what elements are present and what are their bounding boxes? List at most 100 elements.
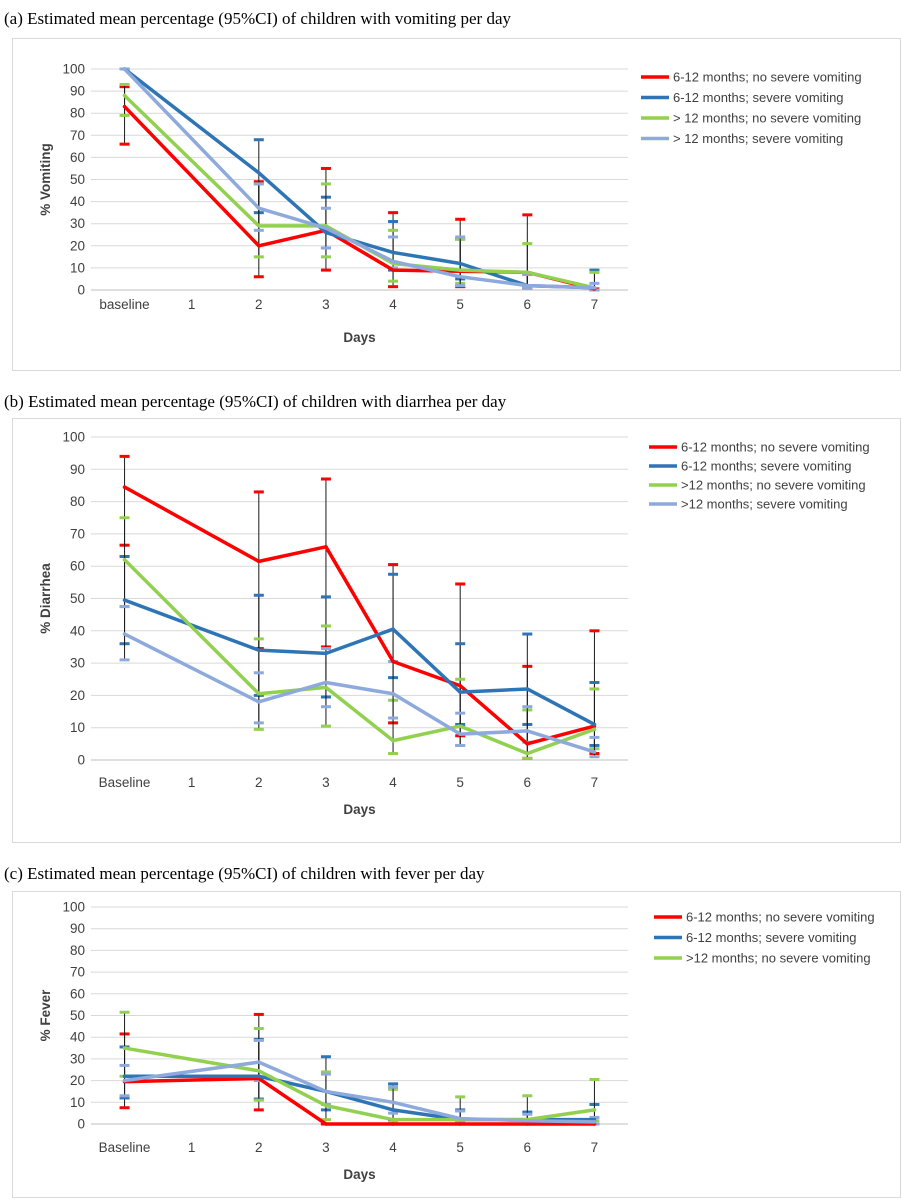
- data-point: [257, 206, 261, 210]
- data-point: [257, 244, 261, 248]
- data-point: [391, 1100, 395, 1105]
- x-tick-label: 7: [591, 297, 599, 312]
- data-point: [525, 729, 530, 733]
- data-point: [525, 283, 530, 288]
- x-tick-label: 5: [456, 775, 464, 790]
- data-point: [391, 1108, 395, 1112]
- y-tick-label: 60: [70, 986, 85, 1001]
- series-line-1: [122, 104, 597, 291]
- data-point: [324, 680, 328, 685]
- y-tick-label: 100: [62, 430, 85, 445]
- x-tick-label: 2: [255, 775, 263, 790]
- caption-fever: (c) Estimated mean percentage (95%CI) of…: [4, 864, 485, 883]
- y-tick-label: 0: [77, 1117, 85, 1132]
- y-tick-label: 0: [77, 753, 85, 768]
- x-tick-label: baseline: [99, 297, 149, 312]
- x-tick-label: 4: [389, 775, 397, 790]
- data-point: [391, 250, 395, 255]
- legend-label: 6-12 months; no severe vomiting: [681, 440, 870, 455]
- x-tick-label: 6: [524, 1140, 532, 1155]
- legend-label: 6-12 months; no severe vomiting: [686, 910, 875, 925]
- y-tick-label: 80: [70, 106, 85, 121]
- data-point: [324, 1089, 328, 1094]
- data-point: [458, 268, 462, 272]
- y-tick-label: 100: [62, 900, 85, 915]
- y-tick-label: 100: [62, 62, 85, 77]
- y-axis-title: % Diarrhea: [38, 563, 53, 634]
- data-point: [391, 738, 395, 743]
- x-tick-label: 5: [456, 1140, 464, 1155]
- data-point: [592, 1120, 597, 1124]
- legend-label: > 12 months; severe vomiting: [673, 131, 843, 146]
- y-axis-title: % Fever: [38, 989, 53, 1042]
- x-tick-label: 4: [389, 1140, 397, 1155]
- data-point: [391, 692, 395, 696]
- data-point: [257, 1074, 261, 1079]
- x-tick-label: 4: [389, 297, 397, 312]
- chart-vomiting-svg: 0 10 20 30 40 50 60 70 80 90 100 baseline 1 2 3 4 5 6 7 Day…: [38, 62, 862, 346]
- data-point: [122, 632, 127, 636]
- x-tick-label: 1: [188, 297, 196, 312]
- x-tick-label: 7: [591, 1140, 599, 1155]
- y-tick-label: 0: [77, 283, 85, 298]
- data-point: [122, 1074, 127, 1079]
- legend-label: 6-12 months; severe vomiting: [673, 90, 844, 105]
- x-tick-label: 5: [456, 297, 464, 312]
- chart-diarrhea-svg: 0 10 20 30 40 50 60 70 80 90 100 Baseline 1 2 3 4 5 6 7 Day…: [38, 430, 870, 818]
- data-point: [257, 559, 261, 564]
- legend-label: 6-12 months; no severe vomiting: [673, 70, 862, 85]
- data-point: [122, 557, 127, 562]
- y-tick-label: 60: [70, 150, 85, 165]
- y-tick-label: 40: [70, 623, 85, 638]
- data-point: [122, 485, 127, 489]
- data-point: [525, 742, 530, 746]
- data-point: [525, 687, 530, 691]
- data-point: [122, 104, 127, 109]
- y-tick-label: 80: [70, 943, 85, 958]
- y-tick-label: 50: [70, 172, 85, 187]
- y-tick-label: 70: [70, 526, 85, 541]
- x-tick-label: 1: [188, 1140, 196, 1155]
- y-axis-title: % Vomiting: [38, 143, 53, 216]
- data-point: [324, 685, 328, 690]
- data-point: [458, 690, 462, 694]
- y-tick-label: 90: [70, 921, 85, 936]
- data-point: [391, 259, 395, 264]
- legend-label: 6-12 months; severe vomiting: [686, 930, 857, 945]
- x-tick-label: 3: [322, 775, 330, 790]
- x-axis-title: Days: [343, 330, 375, 345]
- x-tick-label: 6: [524, 775, 532, 790]
- caption-vomiting: (a) Estimated mean percentage (95%CI) of…: [4, 9, 511, 28]
- data-point: [525, 270, 530, 275]
- y-tick-label: 70: [70, 128, 85, 143]
- data-point: [122, 1046, 127, 1050]
- data-point: [257, 171, 261, 175]
- data-point: [391, 627, 395, 631]
- data-point: [458, 724, 462, 728]
- legend-label: >12 months; no severe vomiting: [681, 478, 866, 493]
- data-point: [458, 1122, 462, 1126]
- x-tick-label: 1: [188, 775, 196, 790]
- y-tick-label: 40: [70, 194, 85, 209]
- legend-label: >12 months; no severe vomiting: [686, 951, 871, 966]
- data-point: [122, 93, 127, 98]
- data-point: [592, 750, 597, 754]
- data-point: [458, 732, 462, 736]
- legend-label: >12 months; severe vomiting: [681, 497, 848, 512]
- data-point: [324, 651, 328, 656]
- y-tick-label: 10: [70, 260, 85, 275]
- data-point: [324, 1103, 328, 1108]
- data-point: [391, 1122, 395, 1126]
- x-tick-label: 3: [322, 1140, 330, 1155]
- data-point: [525, 751, 530, 756]
- data-point: [592, 722, 597, 727]
- x-tick-label: 7: [591, 775, 599, 790]
- chart-fever-svg: 0 10 20 30 40 50 60 70 80 90 100 Baseline 1 2 3 4 5 6 7 Day…: [38, 900, 875, 1183]
- y-tick-label: 70: [70, 965, 85, 980]
- y-tick-label: 50: [70, 1008, 85, 1023]
- data-point: [458, 1116, 462, 1121]
- y-tick-label: 50: [70, 591, 85, 606]
- y-tick-label: 90: [70, 84, 85, 99]
- data-point: [391, 268, 395, 272]
- y-tick-label: 30: [70, 656, 85, 671]
